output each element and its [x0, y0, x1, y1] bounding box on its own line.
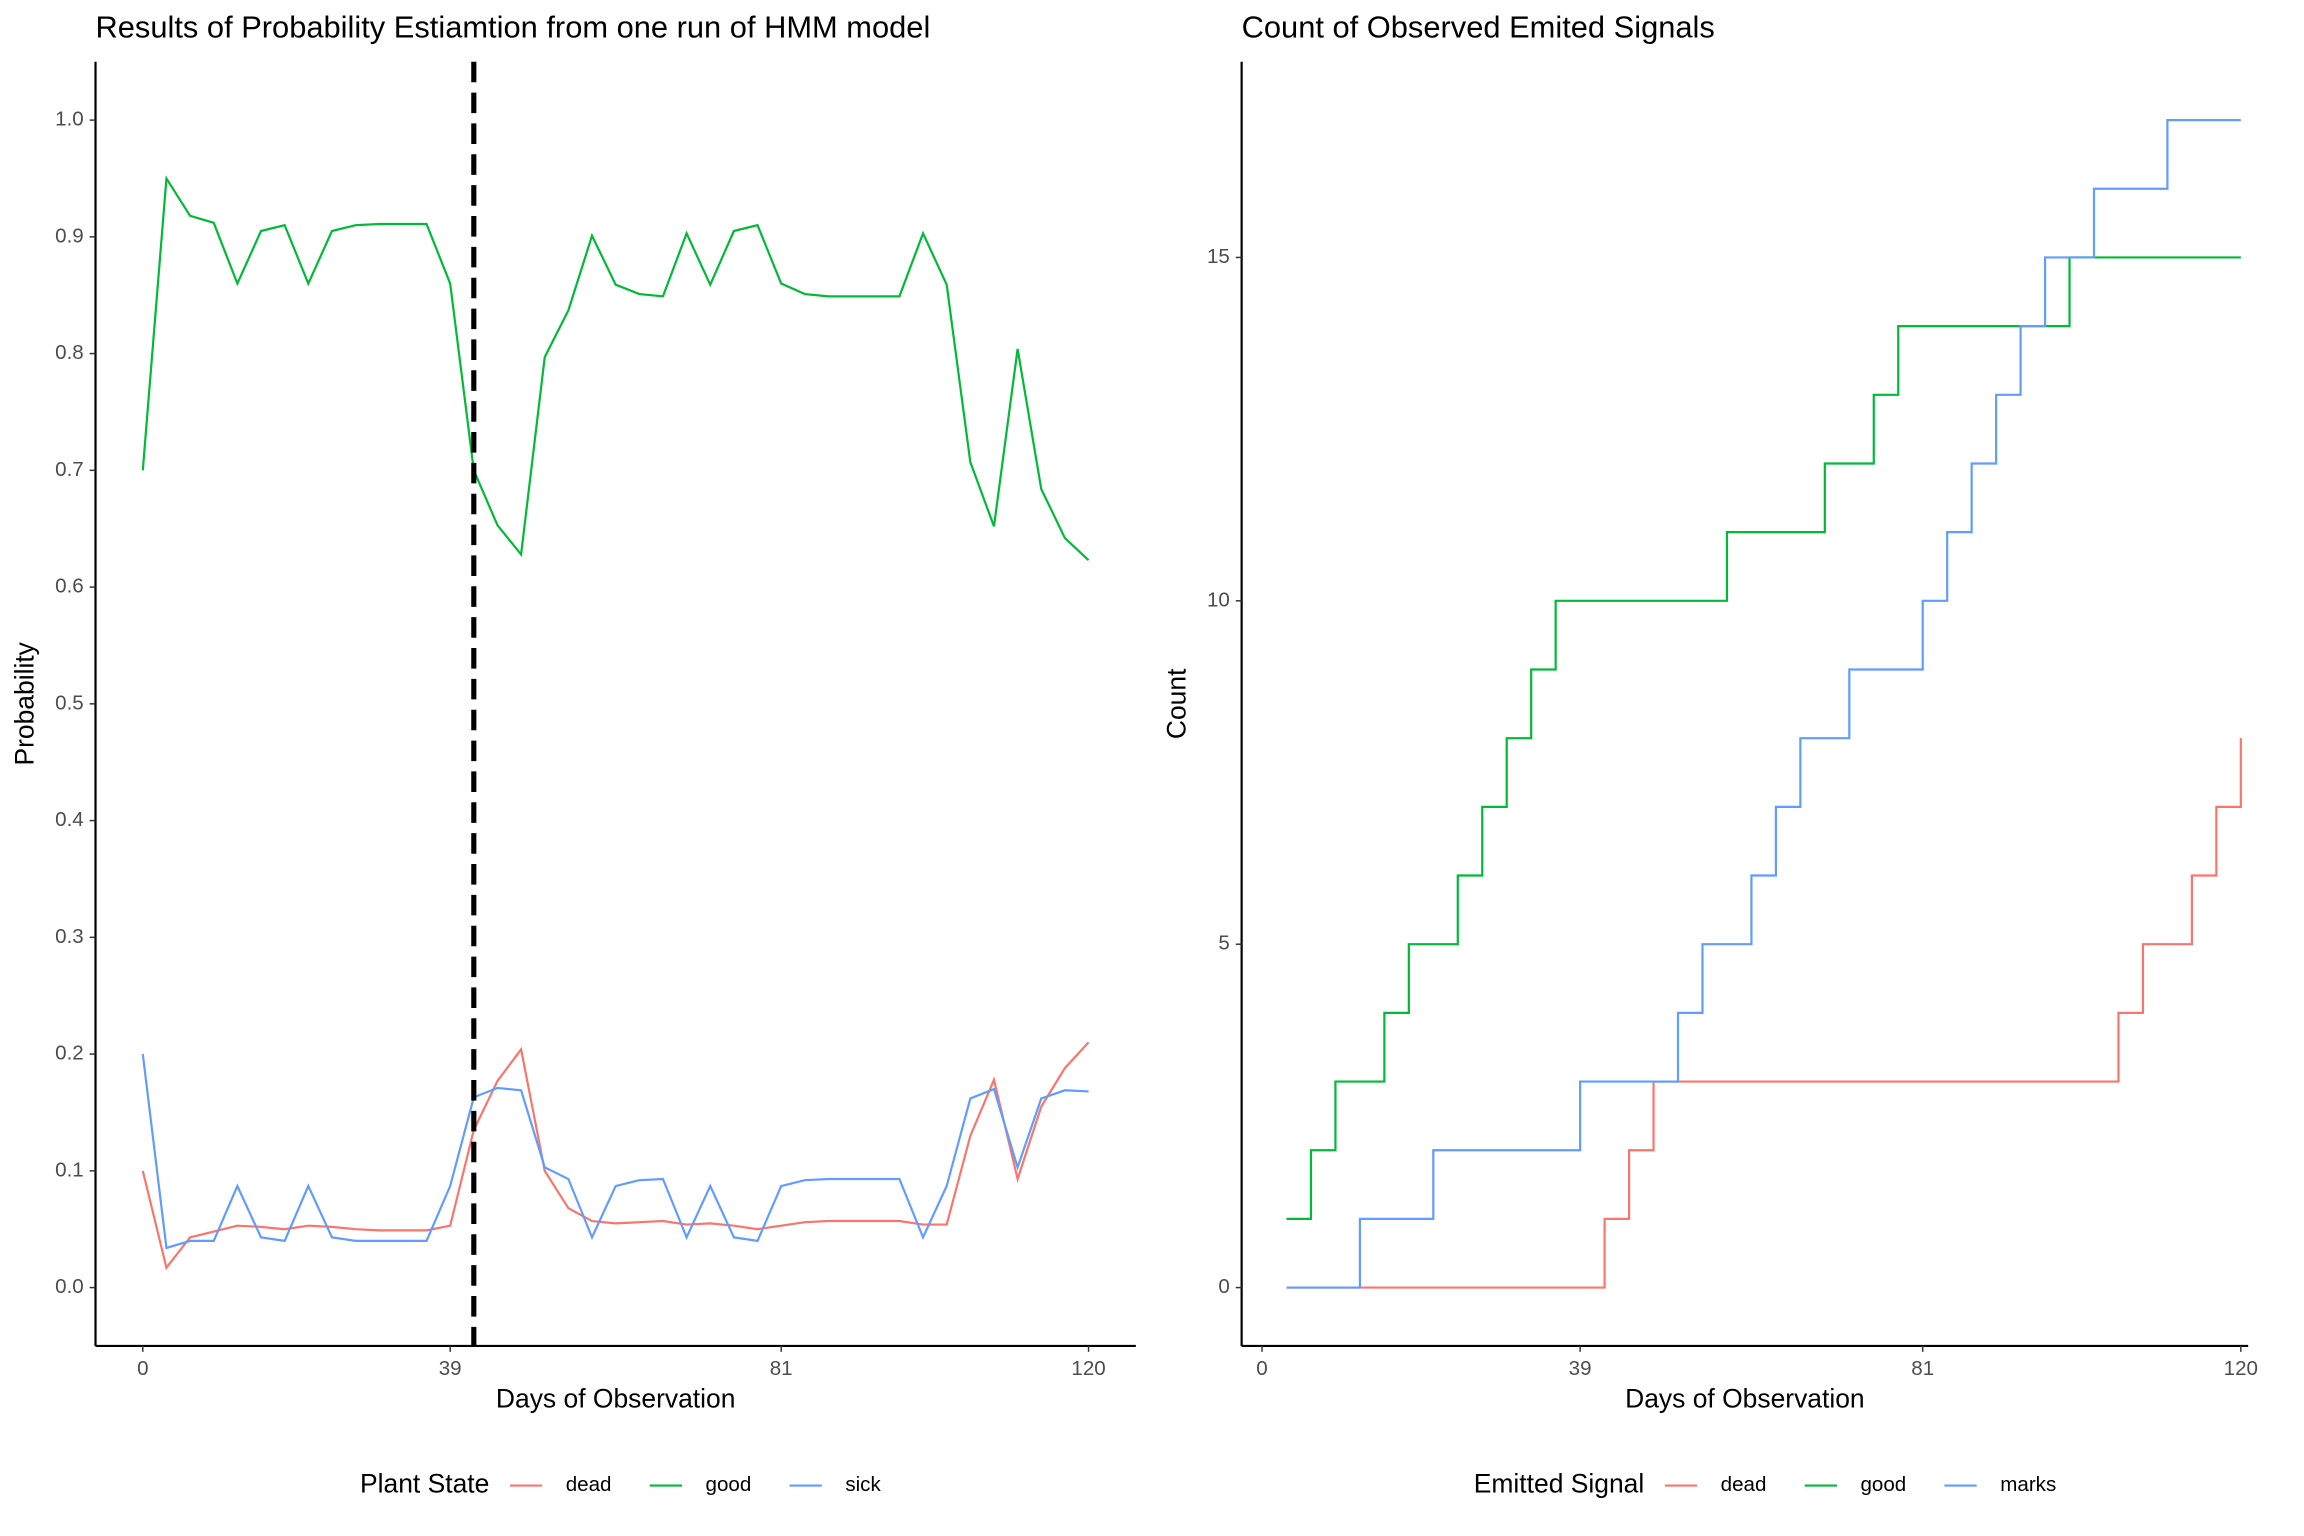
y-tick-label: 5: [1218, 932, 1229, 955]
y-tick-label: 15: [1207, 245, 1230, 268]
y-tick-label: 0.0: [55, 1275, 84, 1298]
chart-title: Results of Probability Estiamtion from o…: [96, 10, 931, 45]
y-tick-label: 0.5: [55, 691, 84, 714]
y-axis-title: Probability: [9, 641, 39, 765]
y-tick-label: 0: [1218, 1275, 1229, 1298]
legend-label: sick: [845, 1473, 881, 1496]
x-tick-label: 120: [1071, 1357, 1105, 1380]
legend-label: dead: [1721, 1473, 1767, 1496]
legend-label: good: [706, 1473, 752, 1496]
x-axis-title: Days of Observation: [1625, 1383, 1865, 1413]
y-tick-label: 0.4: [55, 808, 84, 831]
chart-title: Count of Observed Emited Signals: [1242, 10, 1715, 45]
y-tick-label: 0.2: [55, 1042, 84, 1065]
legend-label: good: [1860, 1473, 1906, 1496]
series-step-line: [1286, 118, 2241, 1289]
x-tick-label: 39: [439, 1357, 462, 1380]
chart-panel: Results of Probability Estiamtion from o…: [9, 10, 1136, 1499]
legend-title: Plant State: [360, 1469, 489, 1499]
y-tick-label: 0.7: [55, 458, 84, 481]
x-axis-title: Days of Observation: [496, 1383, 736, 1413]
series-line: [141, 1041, 1090, 1271]
legend-title: Emitted Signal: [1474, 1469, 1644, 1499]
y-tick-label: 10: [1207, 588, 1230, 611]
y-tick-label: 1.0: [55, 108, 84, 131]
series-step-line: [1286, 738, 2242, 1289]
x-tick-label: 120: [2224, 1357, 2258, 1380]
x-tick-label: 0: [1256, 1357, 1267, 1380]
y-tick-label: 0.8: [55, 341, 84, 364]
series-line: [141, 175, 1090, 562]
x-tick-label: 81: [1911, 1357, 1934, 1380]
series-line: [141, 1053, 1089, 1250]
y-tick-label: 0.3: [55, 925, 84, 948]
chart-panel: Count of Observed Emited Signals 0 5 10 15 0 3…: [1161, 10, 2258, 1499]
y-tick-label: 0.6: [55, 575, 84, 598]
x-tick-label: 81: [770, 1357, 793, 1380]
series-step-line: [1286, 256, 2241, 1221]
legend-label: dead: [566, 1473, 612, 1496]
y-tick-label: 0.1: [55, 1158, 84, 1181]
x-tick-label: 39: [1569, 1357, 1592, 1380]
y-tick-label: 0.9: [55, 224, 84, 247]
y-axis-title: Count: [1161, 668, 1191, 739]
x-tick-label: 0: [137, 1357, 148, 1380]
legend-label: marks: [2000, 1473, 2056, 1496]
